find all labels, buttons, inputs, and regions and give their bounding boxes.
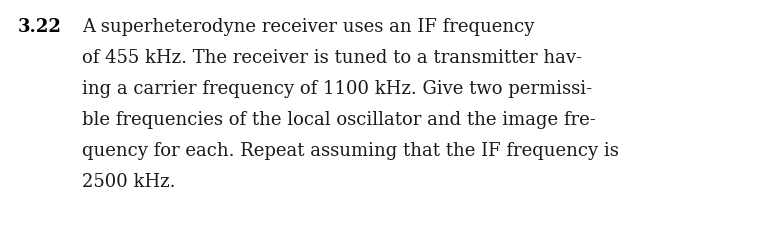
Text: ing a carrier frequency of 1100 kHz. Give two permissi-: ing a carrier frequency of 1100 kHz. Giv… [82,80,592,98]
Text: A superheterodyne receiver uses an IF frequency: A superheterodyne receiver uses an IF fr… [82,18,534,36]
Text: 3.22: 3.22 [18,18,62,36]
Text: 2500 kHz.: 2500 kHz. [82,173,175,191]
Text: quency for each. Repeat assuming that the IF frequency is: quency for each. Repeat assuming that th… [82,142,619,160]
Text: of 455 kHz. The receiver is tuned to a transmitter hav-: of 455 kHz. The receiver is tuned to a t… [82,49,582,67]
Text: ble frequencies of the local oscillator and the image fre-: ble frequencies of the local oscillator … [82,111,596,129]
